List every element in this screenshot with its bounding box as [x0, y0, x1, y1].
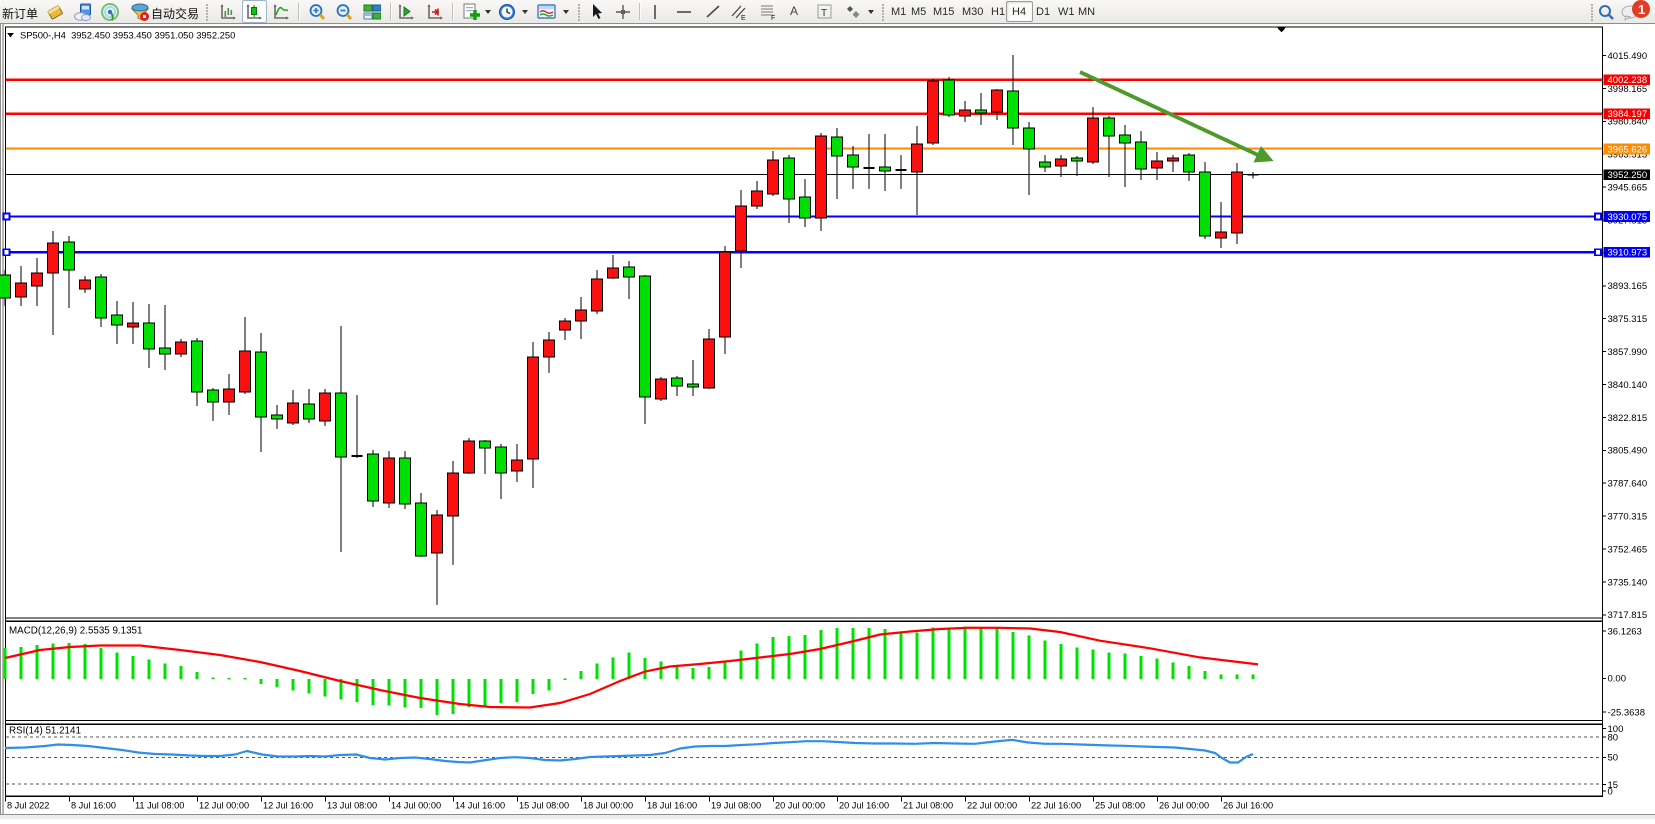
svg-text:3980.840: 3980.840 [1608, 117, 1648, 128]
svg-text:12 Jul 00:00: 12 Jul 00:00 [199, 801, 249, 811]
svg-text:22 Jul 00:00: 22 Jul 00:00 [967, 801, 1017, 811]
svg-text:3752.465: 3752.465 [1608, 544, 1648, 555]
svg-text:18 Jul 00:00: 18 Jul 00:00 [583, 801, 633, 811]
svg-text:-25.3638: -25.3638 [1608, 707, 1646, 718]
svg-text:20 Jul 00:00: 20 Jul 00:00 [775, 801, 825, 811]
svg-text:14 Jul 16:00: 14 Jul 16:00 [455, 801, 505, 811]
svg-text:3930.075: 3930.075 [1608, 212, 1648, 223]
svg-text:3717.815: 3717.815 [1608, 610, 1648, 621]
svg-text:15: 15 [1608, 780, 1619, 791]
svg-text:3787.640: 3787.640 [1608, 479, 1648, 490]
svg-text:8 Jul 16:00: 8 Jul 16:00 [71, 801, 116, 811]
svg-text:F: F [771, 15, 775, 21]
svg-text:100: 100 [1608, 724, 1624, 735]
svg-text:4002.238: 4002.238 [1608, 75, 1648, 86]
svg-text:26 Jul 16:00: 26 Jul 16:00 [1223, 801, 1273, 811]
svg-text:11 Jul 08:00: 11 Jul 08:00 [135, 801, 184, 811]
svg-text:80: 80 [1608, 732, 1619, 743]
svg-text:3735.140: 3735.140 [1608, 577, 1648, 588]
svg-text:3770.315: 3770.315 [1608, 512, 1648, 523]
svg-text:19 Jul 08:00: 19 Jul 08:00 [711, 801, 761, 811]
svg-text:36.1263: 36.1263 [1608, 626, 1642, 637]
svg-text:3945.665: 3945.665 [1608, 183, 1648, 194]
svg-text:25 Jul 08:00: 25 Jul 08:00 [1095, 801, 1145, 811]
svg-text:SP500-,H4 3952.450 3953.450 3: SP500-,H4 3952.450 3953.450 3951.050 395… [20, 29, 235, 40]
svg-text:22 Jul 16:00: 22 Jul 16:00 [1031, 801, 1081, 811]
svg-text:3963.515: 3963.515 [1608, 150, 1648, 161]
svg-text:3875.315: 3875.315 [1608, 314, 1648, 325]
svg-text:15 Jul 08:00: 15 Jul 08:00 [519, 801, 569, 811]
svg-text:18 Jul 16:00: 18 Jul 16:00 [647, 801, 697, 811]
svg-text:0.00: 0.00 [1608, 674, 1627, 685]
svg-text:26 Jul 00:00: 26 Jul 00:00 [1159, 801, 1209, 811]
svg-text:T: T [821, 8, 827, 19]
svg-text:50: 50 [1608, 753, 1619, 764]
svg-text:4015.490: 4015.490 [1608, 51, 1648, 62]
svg-text:14 Jul 00:00: 14 Jul 00:00 [391, 801, 441, 811]
svg-text:3805.490: 3805.490 [1608, 446, 1648, 457]
svg-text:3840.140: 3840.140 [1608, 380, 1648, 391]
svg-text:0: 0 [1608, 786, 1613, 797]
svg-text:MACD(12,26,9) 2.5535 9.1351: MACD(12,26,9) 2.5535 9.1351 [9, 626, 142, 637]
svg-text:3893.165: 3893.165 [1608, 281, 1648, 292]
svg-text:3998.165: 3998.165 [1608, 84, 1648, 95]
svg-text:20 Jul 16:00: 20 Jul 16:00 [839, 801, 889, 811]
svg-text:21 Jul 08:00: 21 Jul 08:00 [903, 801, 953, 811]
svg-text:3910.973: 3910.973 [1608, 248, 1648, 259]
svg-text:8 Jul 2022: 8 Jul 2022 [7, 801, 49, 811]
svg-text:3857.990: 3857.990 [1608, 347, 1648, 358]
svg-text:3952.250: 3952.250 [1608, 170, 1648, 181]
svg-text:1: 1 [1638, 2, 1645, 17]
svg-text:12 Jul 16:00: 12 Jul 16:00 [263, 801, 313, 811]
svg-text:13 Jul 08:00: 13 Jul 08:00 [327, 801, 377, 811]
svg-text:E: E [741, 15, 746, 21]
svg-text:3965.626: 3965.626 [1608, 144, 1648, 155]
svg-text:RSI(14) 51.2141: RSI(14) 51.2141 [9, 726, 81, 737]
svg-text:3822.815: 3822.815 [1608, 413, 1648, 424]
svg-text:3984.197: 3984.197 [1608, 109, 1648, 120]
